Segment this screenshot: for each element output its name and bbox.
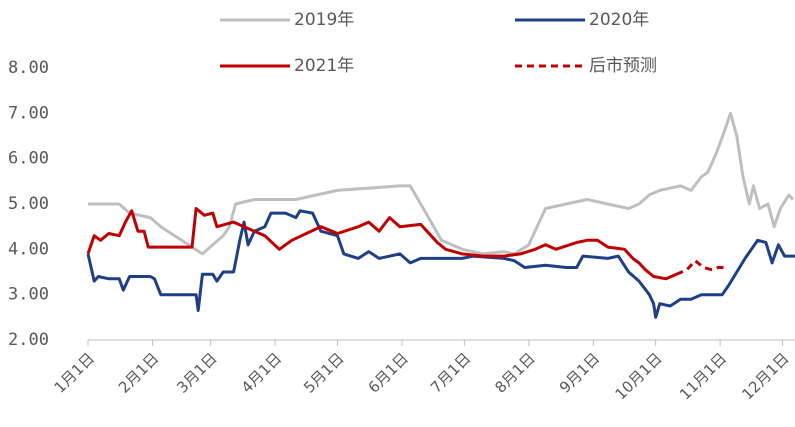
y-tick-label: 3.00 [8, 285, 49, 305]
x-tick-label: 5月1日 [300, 349, 347, 396]
x-tick-label: 3月1日 [173, 349, 220, 396]
x-tick-label: 6月1日 [365, 349, 412, 396]
x-tick-label: 1月1日 [51, 349, 98, 396]
x-tick-label: 9月1日 [556, 349, 603, 396]
x-tick-label: 10月1日 [611, 349, 665, 403]
y-tick-label: 4.00 [8, 239, 49, 259]
x-tick-label: 7月1日 [427, 349, 474, 396]
y-tick-label: 5.00 [8, 194, 49, 214]
line [86, 207, 678, 281]
legend-label: 后市预测 [589, 56, 657, 76]
line [675, 259, 727, 276]
legend-label: 2019年 [294, 10, 354, 30]
line [88, 111, 795, 256]
x-tick-label: 2月1日 [115, 349, 162, 396]
y-tick-label: 8.00 [8, 58, 49, 78]
x-tick-label: 8月1日 [491, 349, 538, 396]
legend-label: 2021年 [294, 56, 354, 76]
line [86, 209, 795, 319]
x-tick-label: 4月1日 [238, 349, 285, 396]
x-tick-label: 12月1日 [738, 349, 792, 403]
y-tick-label: 7.00 [8, 103, 49, 123]
x-tick-label: 11月1日 [676, 349, 730, 403]
y-tick-label: 6.00 [8, 149, 49, 169]
legend-label: 2020年 [589, 10, 649, 30]
y-tick-label: 2.00 [8, 330, 49, 350]
